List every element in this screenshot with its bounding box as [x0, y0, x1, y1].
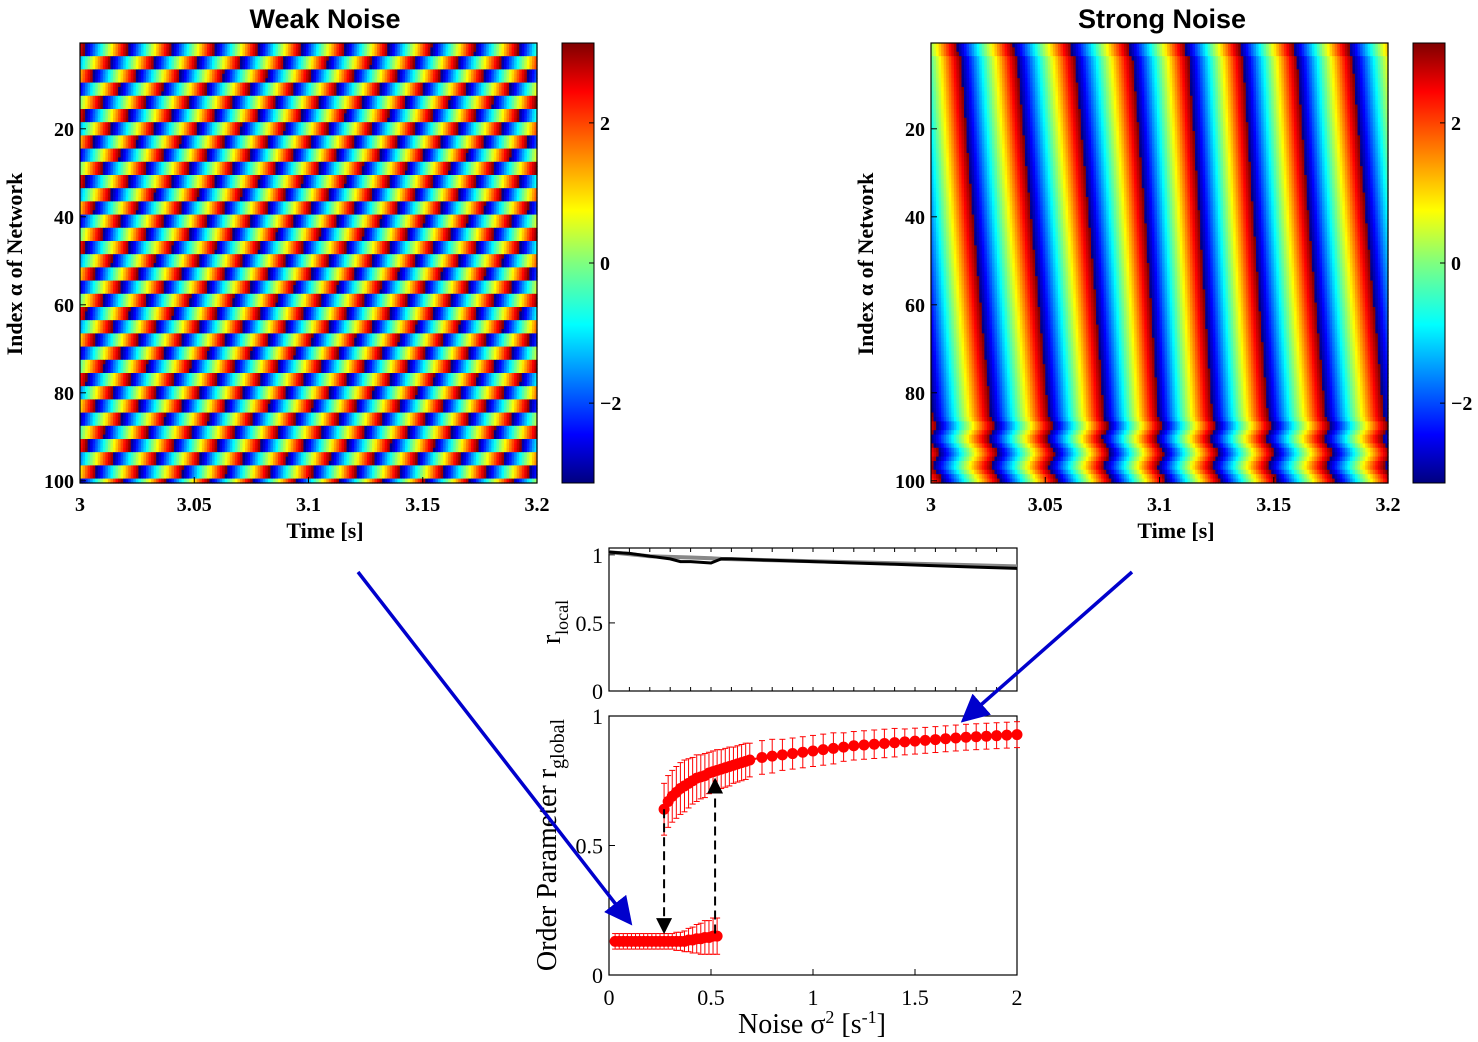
weak-noise-title: Weak Noise — [249, 4, 400, 34]
weak-noise-heatmap — [80, 43, 538, 484]
figure: Weak Noise 3 3.05 3.1 3.15 3.220406080100 Ti… — [0, 0, 1478, 1042]
